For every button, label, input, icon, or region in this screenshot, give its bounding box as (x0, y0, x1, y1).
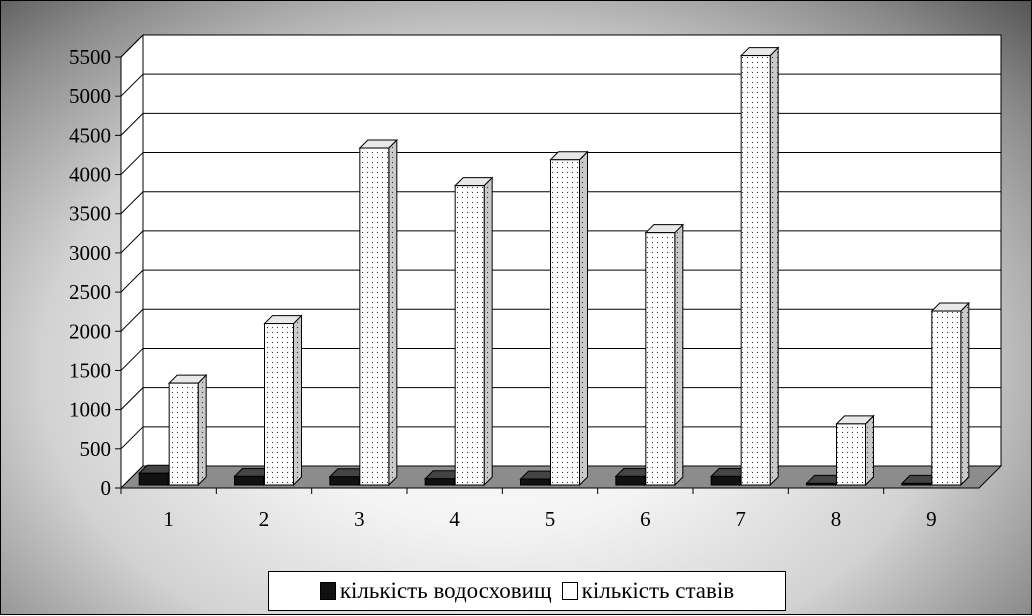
x-tick-label: 3 (354, 507, 365, 531)
bar-front (615, 475, 646, 486)
bar-front (329, 476, 360, 486)
legend: кількість водосховищ кількість ставів (268, 571, 786, 611)
bar-front (264, 323, 294, 486)
bar-cat-3-series-2 (358, 138, 399, 487)
bar-front (454, 185, 485, 486)
bar-cat-6-series-2 (644, 223, 685, 487)
x-tick-label: 5 (545, 507, 556, 531)
bar-front (138, 472, 169, 486)
x-tick-label: 2 (259, 507, 270, 531)
bar-front (710, 475, 741, 486)
bar-cat-5-series-2 (549, 150, 589, 487)
legend-swatch-reservoirs (319, 582, 336, 600)
bar-front (168, 382, 199, 486)
x-tick-label: 7 (735, 507, 746, 531)
gridline-side (120, 308, 144, 332)
legend-swatch-ponds (561, 582, 578, 600)
bar-side (388, 138, 398, 487)
bar-front (901, 482, 932, 486)
gridline-side (120, 230, 144, 254)
y-tick-label: 1000 (69, 398, 111, 422)
x-tick-label: 6 (640, 507, 651, 531)
gridline-side (120, 348, 144, 371)
bar-front (931, 310, 962, 486)
gridline-side (120, 113, 144, 136)
legend-item-reservoirs: кількість водосховищ (319, 578, 552, 604)
y-axis-tick-labels: 0 500 1000 1500 2000 2500 3000 3500 4000 4500 5000… (69, 45, 111, 500)
bar-side (293, 314, 302, 487)
y-tick-label: 5500 (69, 45, 111, 69)
y-tick-label: 3500 (69, 202, 111, 226)
bar-cat-9-series-2 (930, 301, 971, 487)
y-tick-label: 3000 (69, 241, 111, 265)
gridline-side (120, 269, 144, 293)
bar-front (740, 55, 771, 486)
bar-front (359, 147, 390, 486)
x-axis-tick-labels: 1 2 3 4 5 6 7 8 9 (163, 507, 936, 531)
bar-front (806, 482, 836, 486)
x-tick-label: 9 (926, 507, 937, 531)
gridline-side (120, 152, 144, 175)
x-tick-label: 8 (831, 507, 842, 531)
bar-front (645, 232, 676, 486)
gridline-side (120, 191, 144, 215)
y-tick-label: 4500 (69, 123, 111, 147)
bar-front (836, 423, 866, 486)
y-tick-label: 0 (101, 476, 112, 500)
bar-front (424, 478, 455, 486)
y-tick-label: 5000 (69, 84, 111, 108)
y-tick-label: 500 (80, 437, 112, 461)
axes (115, 56, 979, 494)
bar-cat-8-series-2 (835, 414, 875, 487)
x-tick-label: 1 (163, 507, 174, 531)
bar-side (579, 150, 588, 487)
bar-side (960, 301, 970, 487)
bar-side (197, 373, 207, 487)
bars (137, 46, 971, 487)
side-wall (120, 33, 144, 490)
bar-front (520, 478, 550, 486)
gridline-side (120, 34, 144, 58)
bar-cat-2-series-2 (263, 314, 303, 487)
y-tick-label: 2000 (69, 319, 111, 343)
bar-cat-1-series-2 (167, 373, 208, 487)
bar-side (865, 414, 874, 487)
bar-side (769, 46, 779, 487)
gridline-side (120, 387, 144, 410)
bar-front (550, 159, 580, 486)
legend-label-reservoirs: кількість водосховищ (339, 578, 552, 603)
bar-front (234, 475, 264, 486)
gridline-side (120, 73, 144, 97)
legend-item-ponds: кількість ставів (561, 578, 735, 604)
x-tick-label: 4 (449, 507, 460, 531)
bar-cat-7-series-2 (739, 46, 780, 487)
gridline-side (120, 426, 144, 450)
legend-label-ponds: кількість ставів (581, 578, 735, 603)
y-tick-label: 4000 (69, 163, 111, 187)
bar-side (483, 176, 493, 487)
bar-cat-4-series-2 (453, 176, 494, 487)
bar-side (674, 223, 684, 487)
y-tick-label: 2500 (69, 280, 111, 304)
y-tick-label: 1500 (69, 358, 111, 382)
